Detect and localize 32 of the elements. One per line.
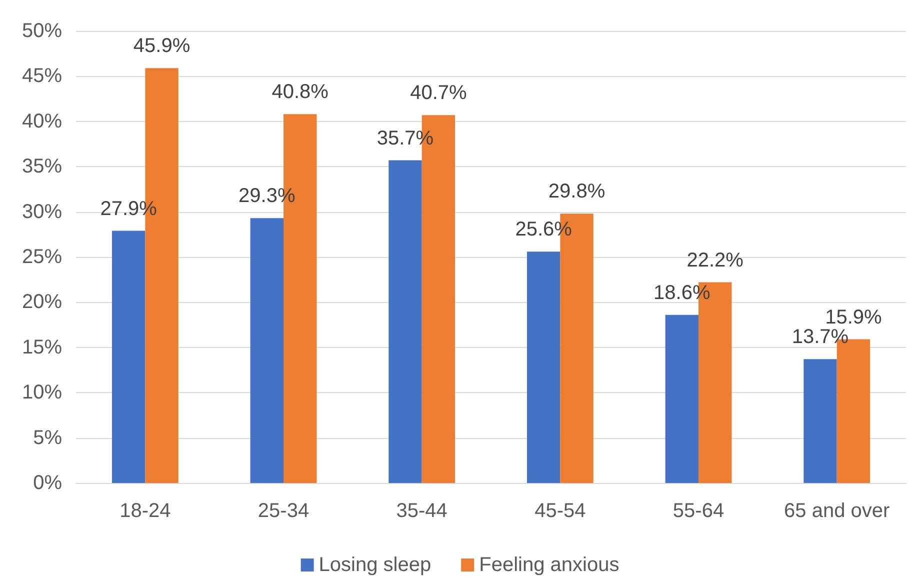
x-tick-label: 18-24	[120, 500, 171, 522]
y-tick-label: 30%	[22, 200, 62, 223]
y-tick-label: 45%	[22, 65, 62, 88]
data-label: 15.9%	[825, 306, 882, 328]
data-label: 22.2%	[686, 249, 744, 272]
x-tick-label: 35-44	[396, 500, 448, 522]
y-tick-label: 20%	[22, 291, 62, 314]
x-tick-label: 45-54	[534, 500, 586, 522]
y-tick-label: 10%	[22, 382, 62, 404]
y-tick-label: 15%	[22, 336, 62, 358]
bar	[388, 160, 422, 483]
bar	[665, 314, 698, 483]
x-tick-label: 65 and over	[784, 500, 890, 522]
data-label: 40.8%	[272, 81, 329, 104]
bar	[804, 359, 837, 483]
y-tick-label: 40%	[22, 110, 62, 132]
data-label: 40.7%	[410, 82, 467, 104]
y-tick-label: 25%	[22, 246, 62, 268]
bar	[250, 218, 284, 483]
legend-label: Losing sleep	[318, 554, 432, 576]
legend-label: Feeling anxious	[479, 554, 620, 576]
x-tick-label: 25-34	[258, 500, 310, 522]
data-label: 45.9%	[133, 35, 190, 58]
y-tick-label: 5%	[33, 426, 62, 449]
y-tick-label: 50%	[22, 20, 62, 42]
bar	[112, 230, 146, 483]
y-tick-label: 0%	[33, 472, 62, 494]
y-tick-label: 35%	[22, 156, 62, 178]
x-tick-label: 55-64	[672, 500, 724, 522]
bar	[526, 252, 560, 483]
data-label: 29.8%	[548, 180, 606, 203]
data-label: 13.7%	[792, 326, 849, 348]
